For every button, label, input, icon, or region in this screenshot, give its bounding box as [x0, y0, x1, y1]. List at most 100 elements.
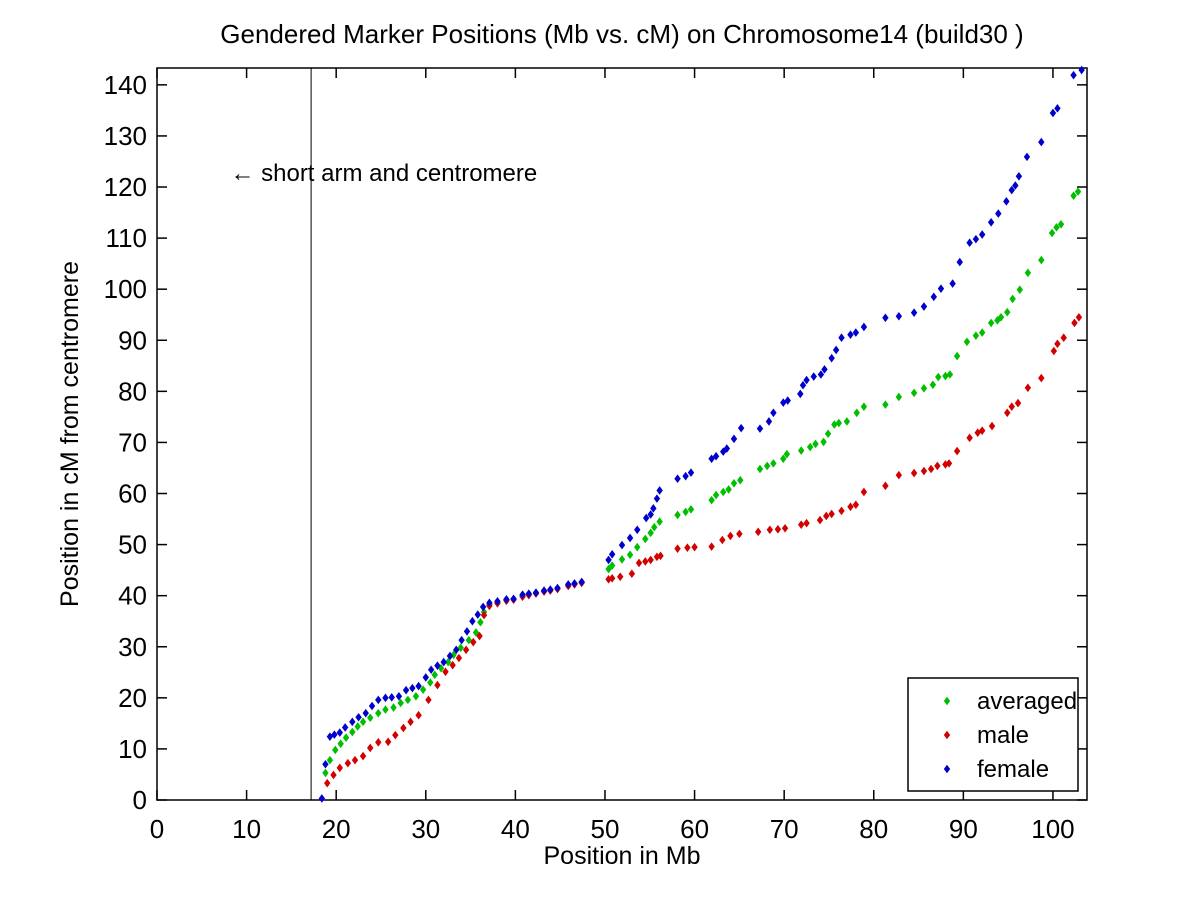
data-point-averaged	[708, 495, 715, 505]
y-tick-label: 50	[118, 530, 147, 560]
data-point-averaged	[946, 370, 954, 379]
data-point-female	[817, 370, 825, 379]
data-point-averaged	[322, 768, 329, 778]
data-point-averaged	[382, 705, 389, 714]
data-point-male	[1054, 339, 1061, 349]
data-point-averaged	[634, 542, 641, 552]
data-point-male	[953, 446, 961, 456]
data-point-female	[784, 396, 791, 405]
data-point-female	[852, 328, 860, 337]
data-point-female	[642, 513, 650, 523]
data-point-averaged	[953, 351, 961, 361]
data-point-male	[462, 645, 470, 655]
data-point-averaged	[806, 442, 814, 452]
data-point-male	[476, 631, 483, 641]
data-point-female	[956, 257, 963, 267]
data-point-male	[934, 461, 941, 471]
data-point-female	[368, 701, 376, 711]
data-point-female	[756, 424, 764, 433]
data-point-female	[474, 610, 481, 619]
data-point-male	[657, 551, 664, 561]
data-point-averaged	[1024, 268, 1032, 278]
data-point-male	[766, 525, 774, 535]
data-point-female	[422, 673, 429, 682]
data-point-male	[803, 518, 810, 528]
data-point-female	[440, 657, 447, 667]
y-tick-label: 20	[118, 683, 147, 713]
data-point-male	[674, 544, 681, 553]
data-point-male	[653, 552, 661, 562]
data-point-male	[852, 500, 860, 510]
data-point-male	[351, 755, 359, 765]
data-point-averaged	[730, 478, 738, 488]
data-point-averaged	[397, 698, 404, 708]
data-point-averaged	[342, 733, 350, 742]
data-point-male	[847, 502, 854, 512]
data-point-male	[434, 680, 441, 690]
data-point-averaged	[477, 617, 484, 627]
data-point-averaged	[626, 550, 634, 560]
data-point-averaged	[770, 459, 777, 468]
data-point-male	[838, 506, 845, 516]
data-point-averaged	[332, 745, 339, 755]
data-point-female	[626, 533, 634, 543]
data-point-averaged	[367, 713, 374, 723]
data-point-averaged	[824, 429, 832, 439]
data-point-averaged	[404, 695, 412, 705]
data-point-female	[331, 730, 338, 739]
data-point-female	[525, 589, 533, 598]
data-point-averaged	[349, 727, 356, 737]
x-tick-label: 90	[949, 814, 978, 844]
data-point-averaged	[935, 372, 942, 382]
data-point-female	[453, 645, 460, 655]
data-point-male	[754, 527, 762, 537]
data-point-female	[608, 549, 616, 559]
data-point-female	[532, 588, 540, 597]
data-point-averaged	[978, 328, 986, 337]
y-axis-label: Position in cM from centromere	[56, 261, 84, 607]
data-point-female	[650, 504, 657, 513]
data-point-female	[895, 311, 903, 321]
data-point-male	[942, 460, 949, 469]
data-point-female	[1070, 70, 1077, 80]
data-point-male	[882, 481, 889, 491]
data-point-female	[1008, 185, 1015, 195]
series-male	[324, 312, 1083, 788]
y-tick-label: 120	[104, 172, 147, 202]
data-point-averaged	[720, 487, 727, 497]
x-tick-label: 50	[591, 814, 620, 844]
data-point-averaged	[605, 564, 612, 574]
legend-marker-female	[943, 764, 951, 774]
data-point-male	[605, 575, 612, 584]
data-point-female	[510, 594, 517, 604]
data-point-averaged	[608, 561, 616, 570]
data-point-female	[882, 313, 889, 323]
data-point-female	[765, 417, 773, 426]
data-point-female	[1038, 137, 1045, 147]
data-point-averaged	[910, 388, 918, 398]
data-point-averaged	[1053, 223, 1060, 232]
data-point-averaged	[994, 316, 1001, 325]
data-point-male	[330, 770, 337, 780]
data-point-female	[1078, 65, 1085, 75]
data-point-female	[554, 583, 561, 593]
legend-label-male: male	[977, 722, 1029, 749]
data-point-averaged	[412, 692, 420, 701]
data-point-averaged	[895, 392, 903, 402]
legend-marker-male	[943, 730, 951, 740]
y-tick-label: 30	[118, 632, 147, 662]
data-point-female	[1049, 108, 1057, 118]
data-point-averaged	[853, 408, 860, 418]
data-point-female	[1054, 104, 1061, 113]
data-point-averaged	[963, 337, 971, 347]
y-tick-label: 130	[104, 121, 147, 151]
x-tick-label: 30	[411, 814, 440, 844]
data-point-averaged	[780, 454, 787, 464]
data-point-averaged	[972, 331, 980, 340]
data-point-averaged	[860, 402, 868, 411]
data-point-female	[987, 217, 995, 227]
data-point-averaged	[427, 678, 434, 687]
data-point-male	[407, 717, 414, 727]
data-point-female	[847, 330, 854, 339]
data-point-female	[434, 661, 441, 670]
